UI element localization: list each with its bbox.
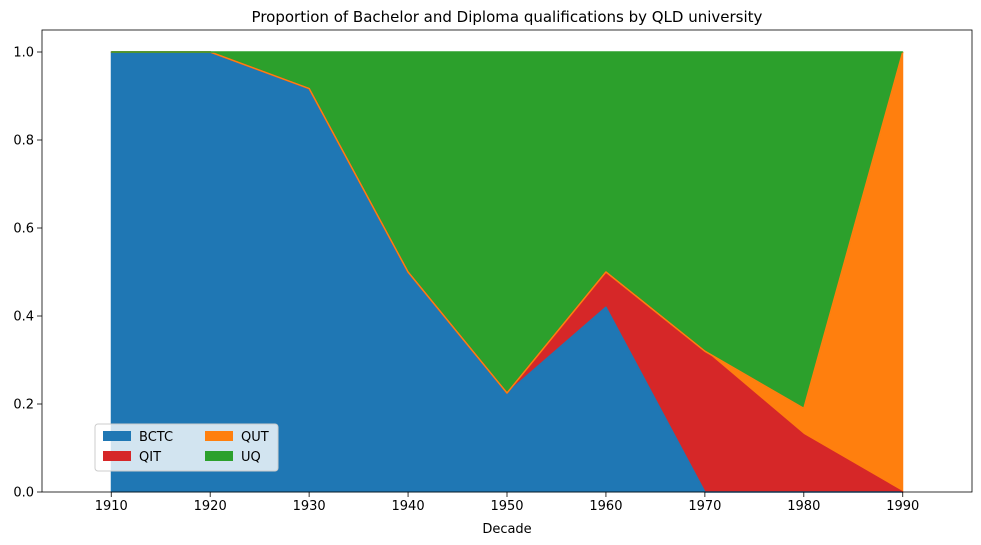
x-axis-ticks: 1910 1920 1930 1940 1950 1960 1970 1980 1990 [95, 492, 919, 514]
x-tick-label: 1960 [589, 499, 622, 514]
y-tick-label: 0.2 [13, 398, 34, 413]
area-line-qut [111, 51, 904, 410]
legend-label-uq: UQ [241, 450, 261, 465]
x-tick-label: 1990 [886, 499, 919, 514]
x-tick-label: 1920 [194, 499, 227, 514]
x-tick-label: 1950 [490, 499, 523, 514]
x-tick-label: 1970 [688, 499, 721, 514]
chart-title: Proportion of Bachelor and Diploma quali… [252, 8, 763, 26]
x-tick-label: 1940 [392, 499, 425, 514]
y-tick-label: 0.6 [13, 222, 34, 237]
x-tick-label: 1910 [95, 499, 128, 514]
y-tick-label: 0.8 [13, 134, 34, 149]
legend-label-qut: QUT [241, 430, 269, 445]
legend-swatch-qit [103, 451, 131, 461]
y-axis-ticks: 0.0 0.2 0.4 0.6 0.8 1.0 [13, 46, 42, 501]
legend-label-qit: QIT [139, 450, 161, 465]
x-tick-label: 1980 [787, 499, 820, 514]
y-tick-label: 0.4 [13, 310, 34, 325]
y-tick-label: 1.0 [13, 46, 34, 61]
legend-swatch-uq [205, 451, 233, 461]
legend-swatch-bctc [103, 431, 131, 441]
x-axis-label: Decade [482, 522, 531, 537]
stacked-areas [110, 51, 904, 493]
x-tick-label: 1930 [293, 499, 326, 514]
legend: BCTC QIT QUT UQ [94, 423, 279, 472]
y-tick-label: 0.0 [13, 486, 34, 501]
legend-swatch-qut [205, 431, 233, 441]
legend-label-bctc: BCTC [139, 430, 173, 445]
